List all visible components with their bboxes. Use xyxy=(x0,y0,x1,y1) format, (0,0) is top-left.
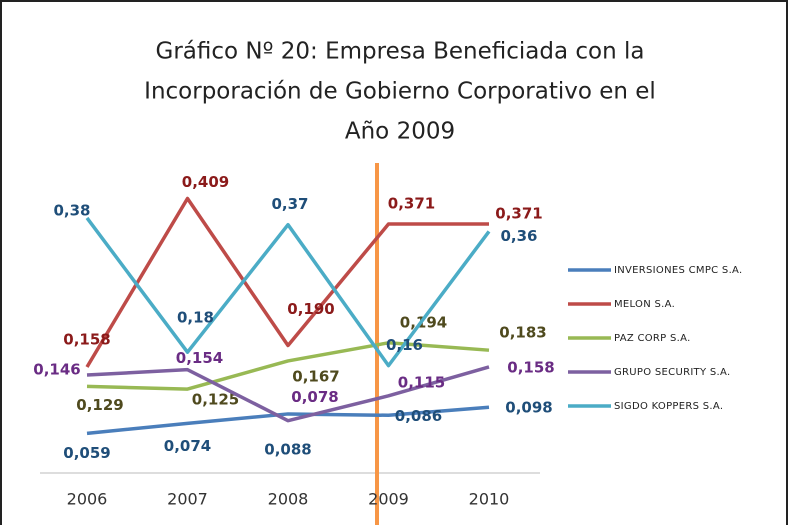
x-tick-label: 2009 xyxy=(368,490,409,509)
data-label: 0,078 xyxy=(291,388,338,406)
data-label: 0,409 xyxy=(182,173,229,191)
data-label: 0,183 xyxy=(499,324,546,342)
data-label: 0,158 xyxy=(63,330,110,348)
chart-title: Incorporación de Gobierno Corporativo en… xyxy=(144,79,656,105)
data-label: 0,190 xyxy=(287,300,334,318)
legend-label: SIGDO KOPPERS S.A. xyxy=(614,401,723,412)
data-label: 0,074 xyxy=(164,437,211,455)
data-label: 0,098 xyxy=(505,399,552,417)
series-line xyxy=(86,365,490,423)
series-line xyxy=(85,196,489,368)
data-label: 0,371 xyxy=(388,195,435,213)
x-tick-label: 2008 xyxy=(268,490,309,509)
x-tick-label: 2006 xyxy=(67,490,108,509)
series-line xyxy=(86,405,490,436)
chart-title: Gráfico Nº 20: Empresa Beneficiada con l… xyxy=(156,39,645,65)
data-label: 0,059 xyxy=(63,444,110,462)
data-label: 0,086 xyxy=(395,407,442,425)
legend-label: INVERSIONES CMPC S.A. xyxy=(614,265,743,276)
data-label: 0,115 xyxy=(398,373,445,391)
x-tick-label: 2010 xyxy=(469,490,510,509)
series-line xyxy=(86,341,490,391)
data-label: 0,18 xyxy=(177,309,214,327)
series-line xyxy=(85,216,491,368)
data-label: 0,129 xyxy=(76,396,123,414)
data-label: 0,167 xyxy=(292,367,339,385)
data-label: 0,36 xyxy=(500,227,537,245)
data-label: 0,125 xyxy=(192,391,239,409)
data-label: 0,37 xyxy=(271,195,308,213)
legend-label: MELON S.A. xyxy=(614,299,675,310)
x-tick-label: 2007 xyxy=(167,490,208,509)
data-label: 0,371 xyxy=(495,205,542,223)
data-label: 0,194 xyxy=(400,313,447,331)
data-label: 0,146 xyxy=(33,361,80,379)
data-label: 0,158 xyxy=(507,358,554,376)
data-label: 0,088 xyxy=(264,440,311,458)
chart-title: Año 2009 xyxy=(345,119,455,145)
data-label: 0,38 xyxy=(53,201,90,219)
data-label: 0,154 xyxy=(176,349,223,367)
legend-label: GRUPO SECURITY S.A. xyxy=(614,367,730,378)
data-label: 0,16 xyxy=(386,336,423,354)
legend-label: PAZ CORP S.A. xyxy=(614,333,691,344)
